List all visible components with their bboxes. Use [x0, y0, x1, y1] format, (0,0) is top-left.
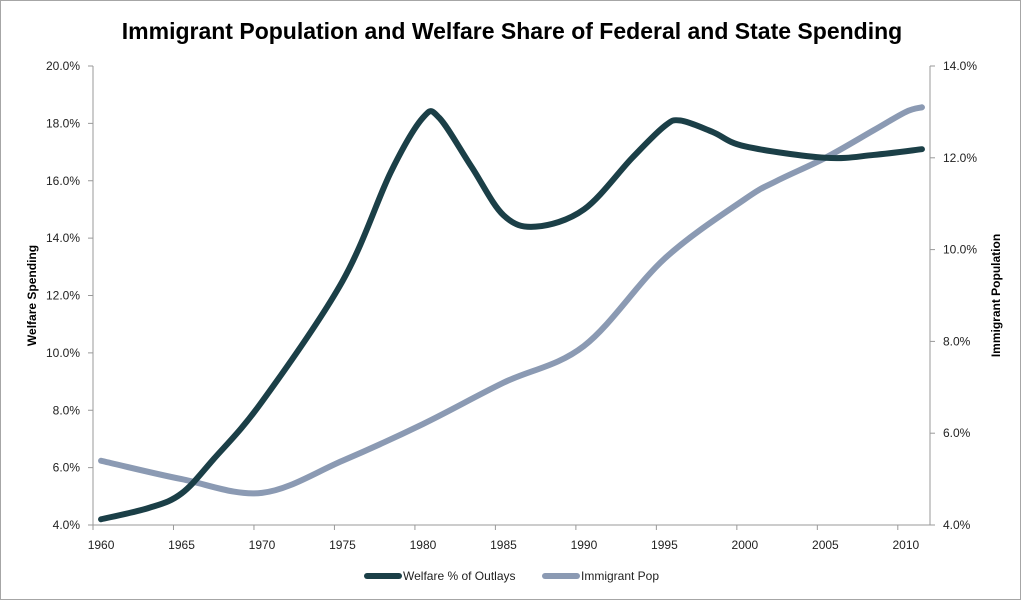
- y-tick-label: 10.0%: [46, 346, 80, 360]
- x-tick-label: 1960: [88, 538, 115, 552]
- legend-label: Immigrant Pop: [581, 569, 659, 583]
- y-tick-label: 14.0%: [46, 231, 80, 245]
- x-tick-label: 2000: [732, 538, 759, 552]
- y-tick-label: 18.0%: [46, 116, 80, 130]
- y-tick-label: 6.0%: [53, 461, 81, 475]
- x-tick-label: 1965: [168, 538, 195, 552]
- y2-tick-label: 14.0%: [943, 59, 977, 73]
- x-tick-label: 1995: [651, 538, 678, 552]
- x-tick-label: 1970: [249, 538, 276, 552]
- series-line-immigrant-pop: [98, 104, 925, 497]
- series-line-welfare: [98, 108, 925, 523]
- y2-tick-label: 10.0%: [943, 243, 977, 257]
- x-tick-label: 1985: [490, 538, 517, 552]
- x-tick-label: 1980: [410, 538, 437, 552]
- y-axis-title: Welfare Spending: [25, 245, 39, 346]
- x-tick-label: 2005: [812, 538, 839, 552]
- y2-axis-title: Immigrant Population: [989, 234, 1003, 357]
- y2-tick-label: 8.0%: [943, 334, 971, 348]
- x-tick-label: 1990: [571, 538, 598, 552]
- y-tick-label: 12.0%: [46, 289, 80, 303]
- y2-tick-label: 4.0%: [943, 518, 971, 532]
- y-tick-label: 16.0%: [46, 174, 80, 188]
- y-tick-label: 8.0%: [53, 403, 81, 417]
- x-tick-label: 1975: [329, 538, 356, 552]
- y-tick-label: 20.0%: [46, 59, 80, 73]
- x-tick-label: 2010: [893, 538, 920, 552]
- y2-tick-label: 12.0%: [943, 151, 977, 165]
- legend-label: Welfare % of Outlays: [403, 569, 516, 583]
- y2-tick-label: 6.0%: [943, 426, 971, 440]
- chart-title: Immigrant Population and Welfare Share o…: [121, 18, 903, 44]
- y-tick-label: 4.0%: [53, 518, 81, 532]
